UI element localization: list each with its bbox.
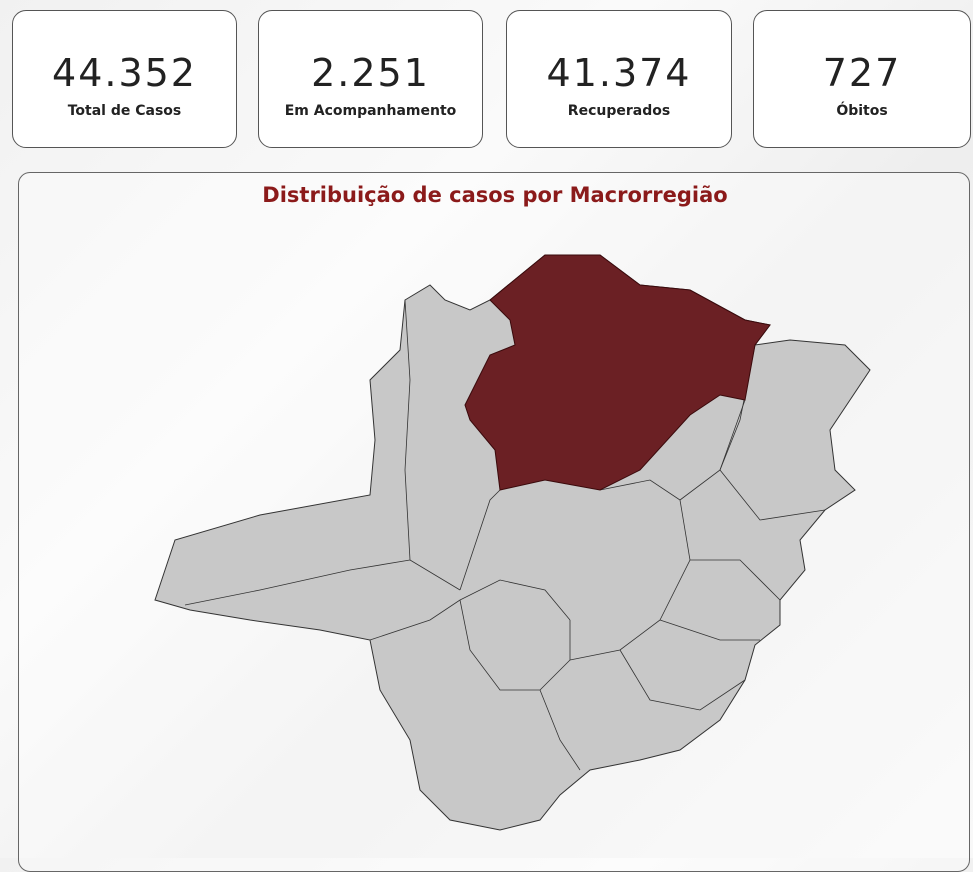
kpi-card: 2.251 Em Acompanhamento — [258, 10, 483, 148]
kpi-label: Total de Casos — [67, 103, 182, 119]
kpi-card: 41.374 Recuperados — [506, 10, 732, 148]
kpi-label: Em Acompanhamento — [284, 103, 457, 119]
state-region — [154, 254, 871, 831]
region-borders — [184, 299, 826, 771]
highlighted-region — [464, 254, 771, 491]
kpi-value: 44.352 — [52, 51, 197, 95]
kpi-value: 2.251 — [311, 51, 430, 95]
kpi-value: 41.374 — [546, 51, 692, 95]
map-title: Distribuição de casos por Macrorregião — [262, 183, 728, 207]
kpi-value: 727 — [822, 51, 902, 95]
kpi-label: Recuperados — [567, 103, 671, 119]
kpi-card: 44.352 Total de Casos — [12, 10, 237, 148]
kpi-label: Óbitos — [836, 103, 888, 119]
kpi-card: 727 Óbitos — [753, 10, 971, 148]
